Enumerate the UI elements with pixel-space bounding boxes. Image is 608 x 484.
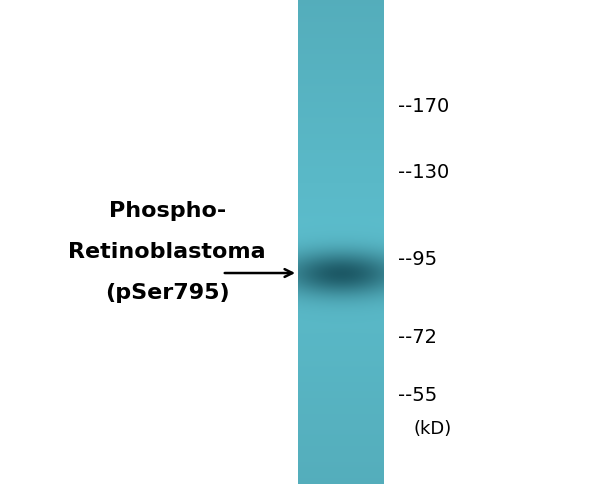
Text: --170: --170	[398, 97, 449, 116]
Text: --72: --72	[398, 327, 437, 346]
Text: --130: --130	[398, 162, 449, 182]
Text: --95: --95	[398, 249, 437, 269]
Text: --55: --55	[398, 385, 438, 404]
Text: (kD): (kD)	[413, 419, 452, 438]
Text: Phospho-: Phospho-	[109, 200, 226, 221]
Text: (pSer795): (pSer795)	[105, 283, 229, 303]
Text: Retinoblastoma: Retinoblastoma	[68, 242, 266, 262]
